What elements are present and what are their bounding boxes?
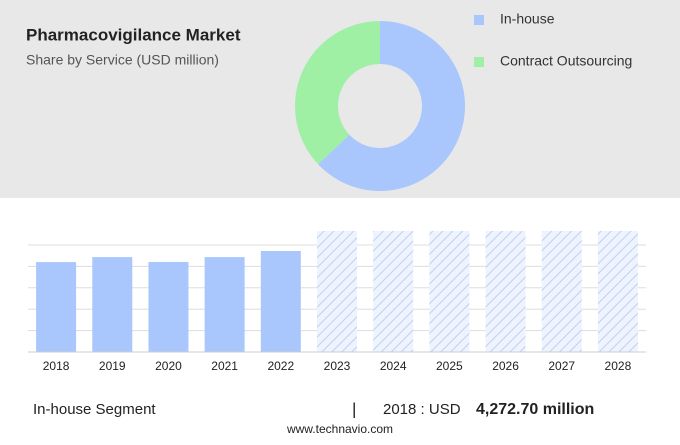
bar-chart: 2018 2019 2020 2021 2022 2023 2024 2025 2026 2027… — [28, 231, 646, 373]
forecast-placeholder — [597, 231, 638, 352]
donut-chart — [294, 21, 465, 192]
forecast-placeholder — [317, 231, 357, 352]
bar — [204, 257, 245, 352]
year-label: 2018 : USD — [383, 401, 461, 418]
segment-value: 4,272.70 million — [476, 401, 594, 418]
bar — [92, 257, 133, 352]
bar — [36, 262, 77, 352]
segment-label: In-house Segment — [33, 401, 156, 418]
chart-title: Pharmacovigilance Market — [26, 25, 241, 44]
legend-label: Contract Outsourcing — [500, 53, 632, 69]
x-tick-label: 2026 — [492, 359, 519, 373]
forecast-placeholder — [485, 231, 526, 352]
forecast-placeholder — [429, 231, 470, 352]
chart-subtitle: Share by Service (USD million) — [26, 52, 219, 68]
legend: In-house Contract Outsourcing — [474, 11, 632, 69]
donut-slice — [318, 21, 465, 192]
x-tick-label: 2019 — [99, 359, 126, 373]
x-tick-label: 2027 — [548, 359, 575, 373]
forecast-placeholder — [373, 231, 414, 352]
x-tick-label: 2020 — [155, 359, 182, 373]
x-tick-label: 2018 — [43, 359, 70, 373]
x-tick-label: 2023 — [324, 359, 351, 373]
legend-label: In-house — [500, 11, 555, 27]
x-tick-label: 2025 — [436, 359, 463, 373]
source: www.technavio.com — [286, 422, 393, 436]
donut-slice — [294, 21, 380, 165]
separator: | — [352, 399, 356, 418]
bar — [148, 261, 189, 352]
x-tick-label: 2024 — [380, 359, 407, 373]
x-tick-label: 2028 — [605, 359, 632, 373]
x-tick-label: 2022 — [267, 359, 294, 373]
forecast-placeholder — [541, 231, 582, 352]
x-tick-label: 2021 — [211, 359, 238, 373]
bar — [260, 250, 301, 352]
legend-swatch — [474, 15, 484, 25]
legend-swatch — [474, 57, 484, 67]
